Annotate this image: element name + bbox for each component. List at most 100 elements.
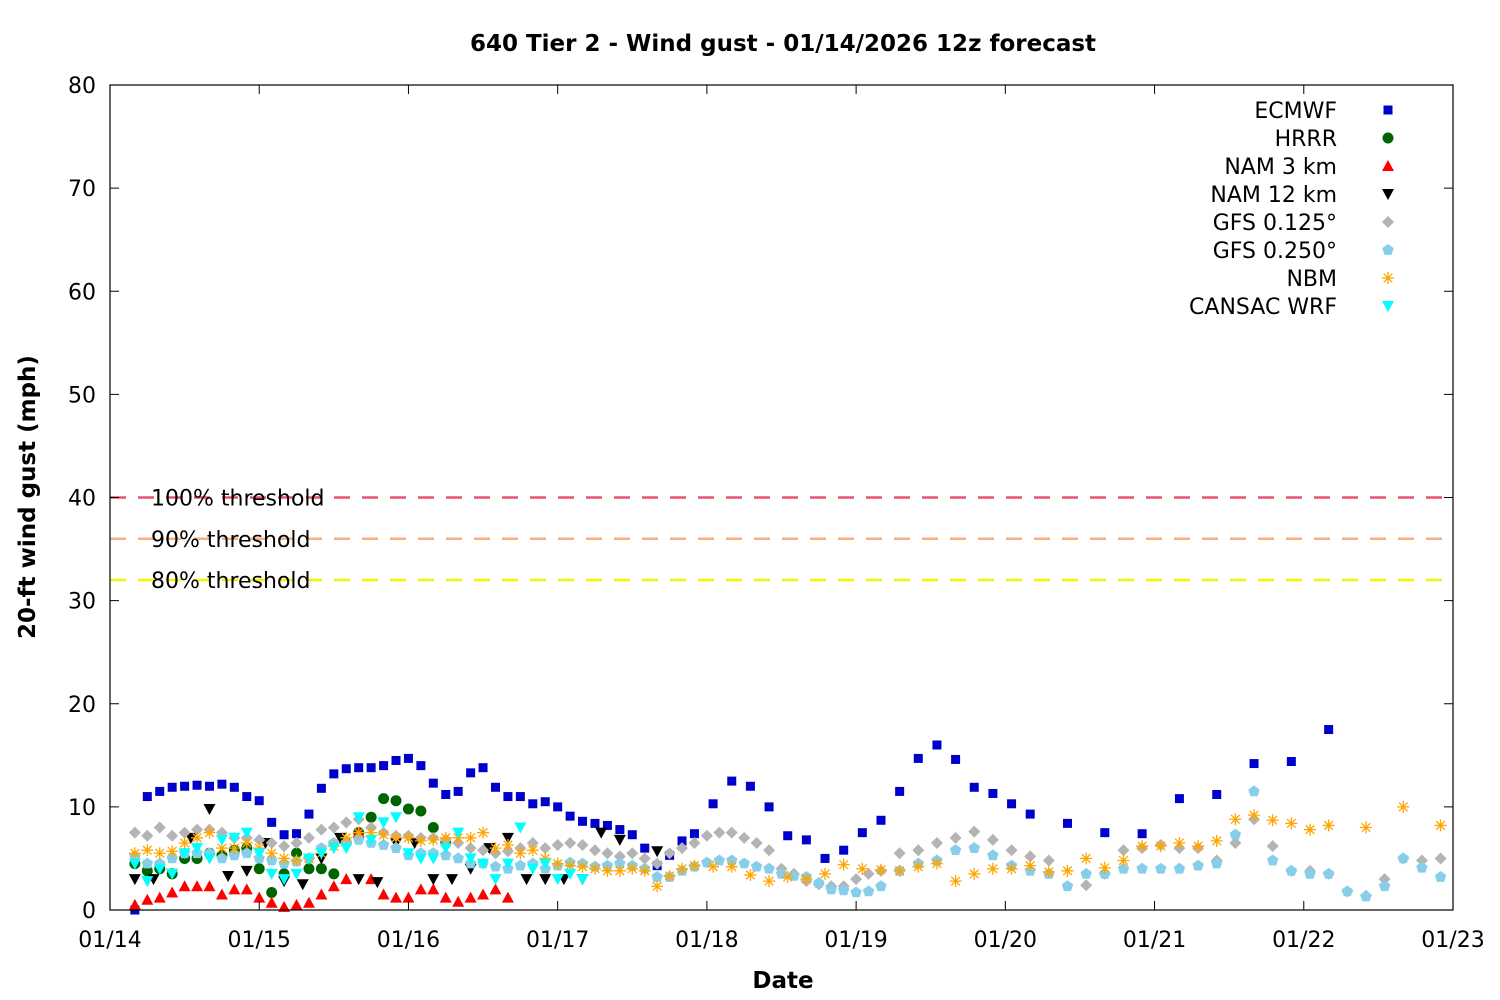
data-point xyxy=(539,874,552,886)
data-point xyxy=(1080,852,1093,865)
data-point xyxy=(895,786,905,796)
data-point xyxy=(453,786,463,796)
data-point xyxy=(427,853,440,865)
data-point xyxy=(489,883,502,895)
data-point xyxy=(912,860,925,873)
data-point xyxy=(445,874,458,886)
data-point xyxy=(626,862,639,875)
data-point xyxy=(750,836,763,849)
data-point xyxy=(377,888,390,900)
data-point xyxy=(191,880,204,892)
legend-label: NBM xyxy=(1286,267,1337,292)
data-point xyxy=(402,891,415,903)
data-point xyxy=(334,832,347,844)
data-point xyxy=(178,848,191,860)
data-point xyxy=(141,844,154,857)
data-point xyxy=(1042,854,1055,867)
data-point xyxy=(340,831,353,844)
data-point xyxy=(601,864,614,877)
legend-label: NAM 3 km xyxy=(1224,155,1337,180)
data-point xyxy=(178,836,191,849)
data-point xyxy=(1212,790,1222,799)
data-point xyxy=(302,896,315,908)
data-point xyxy=(340,873,353,885)
data-point xyxy=(663,869,676,882)
data-point xyxy=(520,874,533,886)
data-point xyxy=(315,863,327,875)
data-point xyxy=(253,842,266,855)
data-point xyxy=(551,874,564,886)
data-point xyxy=(1155,862,1167,874)
data-point xyxy=(1267,854,1279,866)
data-point xyxy=(1434,871,1447,882)
data-point xyxy=(353,833,365,845)
data-point xyxy=(1378,873,1391,886)
threshold-label: 100% threshold xyxy=(151,487,325,512)
data-point xyxy=(464,853,477,865)
x-tick-label: 01/21 xyxy=(1123,928,1186,953)
data-point xyxy=(1229,836,1242,849)
data-point xyxy=(203,880,216,892)
data-point xyxy=(215,834,228,846)
data-point xyxy=(153,821,166,834)
data-point xyxy=(601,847,614,860)
data-point xyxy=(813,877,825,888)
data-point xyxy=(155,786,165,796)
series-layer xyxy=(128,725,1447,915)
data-point xyxy=(390,831,403,844)
x-tick-label: 01/20 xyxy=(974,928,1037,953)
data-point xyxy=(1117,862,1130,874)
data-point xyxy=(439,843,452,855)
data-point xyxy=(969,782,979,792)
data-point xyxy=(240,827,253,839)
data-point xyxy=(278,874,291,886)
data-point xyxy=(415,805,427,817)
data-point xyxy=(414,883,427,895)
data-point xyxy=(1211,857,1223,869)
data-point xyxy=(327,843,340,855)
data-point xyxy=(819,867,832,880)
data-point xyxy=(651,857,664,870)
data-point xyxy=(1117,844,1130,857)
data-point xyxy=(1248,809,1261,822)
data-point xyxy=(1341,885,1353,897)
data-point xyxy=(441,790,451,799)
data-point xyxy=(490,782,500,792)
data-point xyxy=(1061,880,1074,892)
data-point xyxy=(416,761,426,771)
data-point xyxy=(327,880,340,892)
data-point xyxy=(526,844,539,857)
data-point xyxy=(203,803,216,815)
data-point xyxy=(781,871,794,883)
data-point xyxy=(215,888,228,900)
data-point xyxy=(987,849,999,861)
data-point xyxy=(427,883,440,895)
data-point xyxy=(968,867,981,880)
data-point xyxy=(801,835,811,845)
data-point xyxy=(1266,814,1279,827)
data-point xyxy=(265,836,278,849)
data-point xyxy=(713,826,726,839)
data-point xyxy=(377,828,390,841)
data-point xyxy=(930,857,943,870)
x-axis-label: Date xyxy=(752,968,813,994)
data-point xyxy=(329,769,339,779)
data-point xyxy=(613,850,626,863)
data-point xyxy=(1117,854,1130,867)
data-point xyxy=(876,815,886,825)
threshold-label: 80% threshold xyxy=(151,569,311,594)
data-point xyxy=(402,831,415,844)
data-point xyxy=(203,853,216,865)
data-point xyxy=(217,779,227,789)
data-point xyxy=(614,857,626,869)
data-point xyxy=(838,884,850,896)
data-point xyxy=(763,844,776,857)
y-tick-label: 10 xyxy=(68,796,96,821)
legend-marker xyxy=(1382,244,1394,255)
data-point xyxy=(365,811,377,823)
x-tick-label: 01/16 xyxy=(377,928,440,953)
data-point xyxy=(551,839,564,852)
data-point xyxy=(501,832,514,844)
data-point xyxy=(763,875,776,888)
data-point xyxy=(839,845,849,855)
